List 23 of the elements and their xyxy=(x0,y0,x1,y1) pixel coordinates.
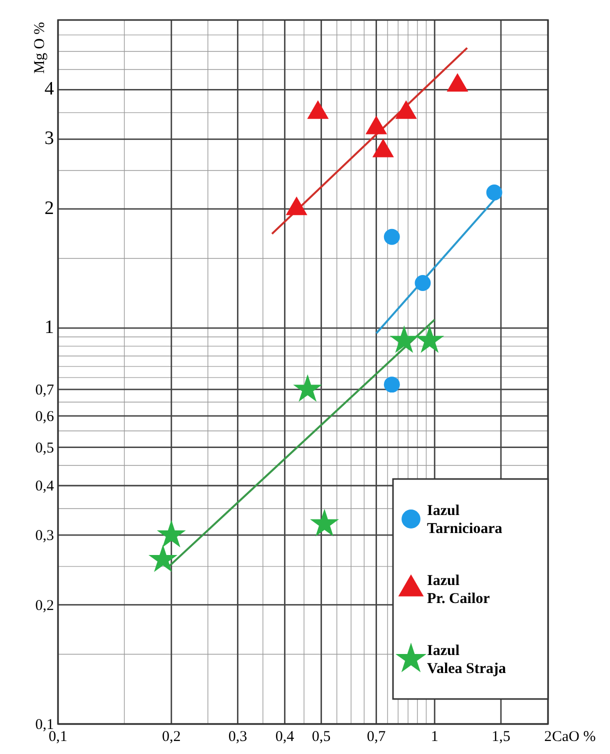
legend-label: Iazul Pr. Cailor xyxy=(427,573,490,607)
y-tick-label: 3 xyxy=(44,128,54,150)
x-tick-label: 0,5 xyxy=(312,729,331,745)
y-tick-label: 4 xyxy=(44,78,54,100)
x-axis-title: CaO % xyxy=(552,729,596,745)
y-tick-label: 0,2 xyxy=(35,598,54,614)
x-tick-label: 1,5 xyxy=(492,729,510,745)
legend-label: Iazul Valea Straja xyxy=(427,643,507,677)
y-tick-label: 2 xyxy=(44,198,54,219)
y-axis-title: Mg O % xyxy=(32,22,48,74)
x-tick-label: 1 xyxy=(430,729,438,745)
y-tick-label: 0,4 xyxy=(35,478,54,495)
x-tick-label: 2 xyxy=(544,729,552,745)
y-tick-label: 0,5 xyxy=(35,440,54,456)
y-tick-label: 0,3 xyxy=(35,528,54,544)
y-tick-label: 1 xyxy=(44,317,54,338)
x-tick-label: 0,3 xyxy=(228,729,248,745)
legend-label: Iazul Tarnicioara xyxy=(427,503,503,537)
x-tick-label: 0,4 xyxy=(275,729,295,745)
x-tick-label: 0,7 xyxy=(366,729,386,745)
y-tick-label: 0,6 xyxy=(35,408,54,425)
y-tick-label: 0,7 xyxy=(35,382,54,398)
x-tick-label: 0,2 xyxy=(162,729,181,745)
